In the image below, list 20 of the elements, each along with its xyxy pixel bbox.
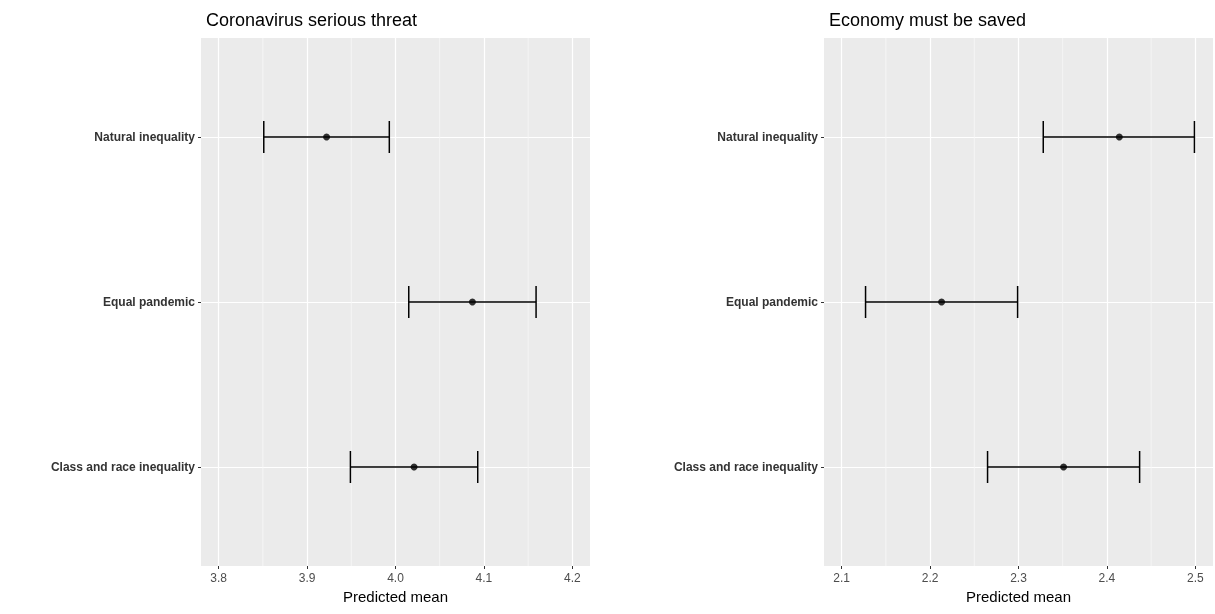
x-tick-label: 3.9	[298, 571, 316, 585]
x-tick-label: 2.3	[1010, 571, 1028, 585]
y-tick-label: Class and race inequality	[673, 460, 819, 474]
x-tick-label: 2.5	[1186, 571, 1204, 585]
x-tick-label: 3.8	[210, 571, 228, 585]
y-tick-label: Equal pandemic	[725, 295, 819, 309]
x-tick-label: 2.2	[921, 571, 939, 585]
chart-title: Economy must be saved	[829, 10, 1027, 30]
x-tick-label: 4.1	[475, 571, 493, 585]
x-axis-title: Predicted mean	[965, 587, 1072, 605]
chart-title: Coronavirus serious threat	[206, 10, 418, 30]
x-tick-label: 4.2	[563, 571, 581, 585]
x-tick-label: 2.4	[1098, 571, 1116, 585]
y-tick-label: Class and race inequality	[50, 460, 196, 474]
x-tick-label: 4.0	[387, 571, 405, 585]
x-tick-label: 2.1	[833, 571, 851, 585]
y-tick-label: Natural inequality	[717, 130, 819, 144]
y-tick-label: Equal pandemic	[102, 295, 196, 309]
x-axis-title: Predicted mean	[342, 587, 449, 605]
y-tick-label: Natural inequality	[94, 130, 196, 144]
